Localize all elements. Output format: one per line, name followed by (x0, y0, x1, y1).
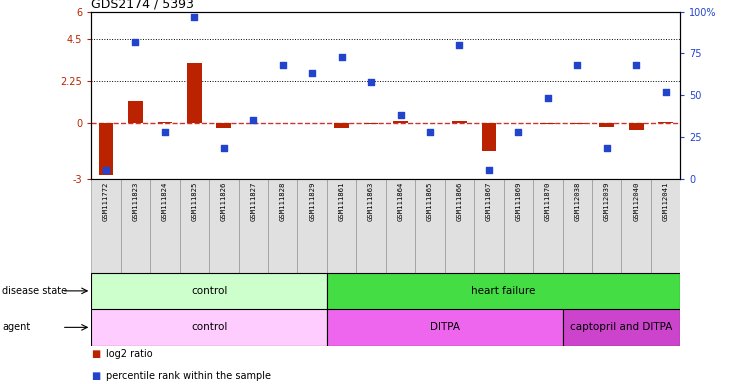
Bar (385, 179, 415, 273)
Bar (563, 309, 680, 346)
Point (601, 146, 612, 152)
Text: GSM111863: GSM111863 (368, 181, 374, 221)
Bar (658, 122, 673, 123)
Bar (629, 123, 644, 130)
Text: captopril and DITPA: captopril and DITPA (570, 322, 672, 333)
Text: agent: agent (2, 322, 31, 333)
Bar (91, 179, 120, 273)
Text: control: control (191, 322, 227, 333)
Bar (533, 179, 563, 273)
Point (395, 112, 407, 118)
Text: GSM111829: GSM111829 (310, 181, 315, 221)
Bar (393, 121, 408, 123)
Text: GSM111870: GSM111870 (545, 181, 551, 221)
Bar (91, 273, 327, 309)
Bar (91, 309, 327, 346)
Bar (452, 121, 466, 123)
Point (483, 167, 495, 173)
Bar (570, 123, 585, 124)
Text: ■: ■ (91, 371, 101, 381)
Text: GSM111823: GSM111823 (132, 181, 139, 221)
Bar (128, 101, 143, 123)
Bar (150, 179, 180, 273)
Bar (99, 123, 113, 175)
Bar (415, 179, 445, 273)
Bar (216, 123, 231, 127)
Point (218, 146, 230, 152)
Bar (599, 123, 614, 127)
Text: GSM111866: GSM111866 (456, 181, 462, 221)
Bar (239, 179, 268, 273)
Point (660, 89, 672, 95)
Text: heart failure: heart failure (472, 286, 536, 296)
Point (277, 62, 288, 68)
Text: GSM111828: GSM111828 (280, 181, 285, 221)
Point (100, 167, 112, 173)
Point (247, 117, 259, 123)
Text: DITPA: DITPA (430, 322, 460, 333)
Point (188, 13, 200, 20)
Point (159, 129, 171, 135)
Bar (158, 122, 172, 123)
Bar (297, 179, 327, 273)
Bar (120, 179, 150, 273)
Point (453, 42, 465, 48)
Point (630, 62, 642, 68)
Text: GSM111826: GSM111826 (220, 181, 227, 221)
Text: GSM111865: GSM111865 (427, 181, 433, 221)
Text: GSM111867: GSM111867 (486, 181, 492, 221)
Bar (621, 179, 651, 273)
Bar (268, 179, 297, 273)
Bar (504, 179, 533, 273)
Text: GSM111864: GSM111864 (398, 181, 404, 221)
Bar (187, 63, 201, 123)
Bar (651, 179, 680, 273)
Bar (180, 179, 209, 273)
Text: disease state: disease state (2, 286, 67, 296)
Bar (482, 123, 496, 151)
Text: GSM111825: GSM111825 (191, 181, 197, 221)
Bar (474, 179, 504, 273)
Bar (327, 179, 356, 273)
Point (307, 70, 318, 76)
Point (424, 129, 436, 135)
Text: percentile rank within the sample: percentile rank within the sample (106, 371, 271, 381)
Bar (334, 123, 349, 127)
Text: ■: ■ (91, 349, 101, 359)
Bar (445, 179, 474, 273)
Text: GSM112038: GSM112038 (575, 181, 580, 221)
Text: GSM112040: GSM112040 (633, 181, 639, 221)
Bar (592, 179, 621, 273)
Text: GSM111861: GSM111861 (339, 181, 345, 221)
Text: control: control (191, 286, 227, 296)
Bar (563, 179, 592, 273)
Text: log2 ratio: log2 ratio (106, 349, 153, 359)
Point (572, 62, 583, 68)
Point (130, 38, 142, 45)
Text: GSM112041: GSM112041 (663, 181, 669, 221)
Bar (327, 309, 563, 346)
Text: GSM111827: GSM111827 (250, 181, 256, 221)
Text: GSM112039: GSM112039 (604, 181, 610, 221)
Point (365, 79, 377, 85)
Text: GSM111824: GSM111824 (162, 181, 168, 221)
Text: GSM111869: GSM111869 (515, 181, 521, 221)
Bar (540, 123, 556, 124)
Point (542, 95, 553, 101)
Point (512, 129, 524, 135)
Bar (356, 179, 385, 273)
Point (336, 53, 347, 60)
Bar (209, 179, 239, 273)
Text: GDS2174 / 5393: GDS2174 / 5393 (91, 0, 194, 10)
Bar (327, 273, 680, 309)
Bar (364, 123, 378, 124)
Text: GSM111772: GSM111772 (103, 181, 109, 221)
